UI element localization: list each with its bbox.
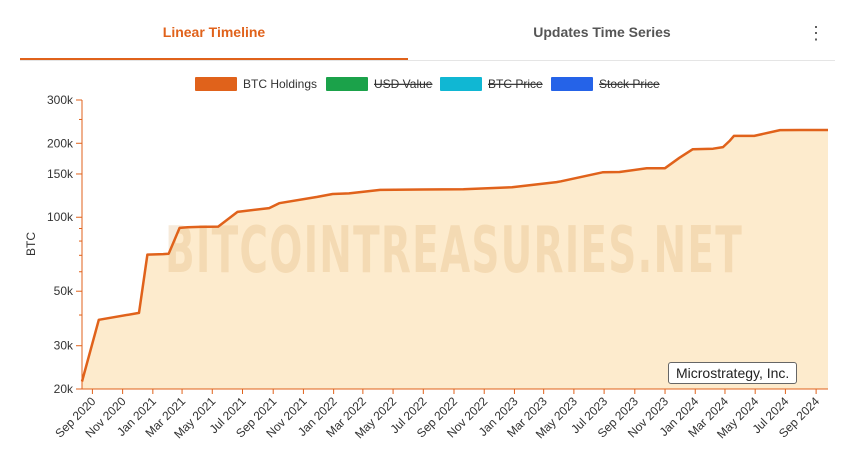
y-axis-label: BTC	[24, 232, 38, 256]
legend-swatch-btc-holdings	[195, 77, 237, 91]
btc-holdings-line	[80, 128, 828, 382]
y-tick-label: 100k	[47, 210, 74, 224]
line-layer	[80, 128, 828, 382]
legend-label-stock-price[interactable]: Stock Price	[599, 77, 660, 91]
y-tick-label: 50k	[54, 284, 74, 298]
legend-swatch-btc-price	[440, 77, 482, 91]
legend-label-usd-value[interactable]: USD Value	[374, 77, 433, 91]
y-tick-label: 300k	[47, 93, 74, 107]
y-tick-label: 200k	[47, 136, 74, 150]
legend-label-btc-price[interactable]: BTC Price	[488, 77, 543, 91]
y-tick-label: 30k	[54, 339, 74, 353]
y-tick-label: 150k	[47, 167, 74, 181]
watermark: BITCOINTREASURIES.NET	[165, 214, 743, 288]
legend-swatch-usd-value	[326, 77, 368, 91]
legend-label-btc-holdings[interactable]: BTC Holdings	[243, 77, 317, 91]
area-layer	[82, 130, 828, 389]
active-tab-indicator	[20, 58, 408, 60]
tab-linear-timeline[interactable]: Linear Timeline	[162, 24, 266, 40]
company-label: Microstrategy, Inc.	[668, 362, 798, 384]
y-tick-label: 20k	[54, 382, 74, 396]
tab-updates-time-series[interactable]: Updates Time Series	[533, 24, 671, 40]
vertical-ellipsis-icon[interactable]: ⋮	[807, 23, 825, 43]
chart-legend: BTC Holdings USD Value BTC Price Stock Pric…	[195, 77, 660, 91]
legend-swatch-stock-price	[551, 77, 593, 91]
tab-divider	[20, 60, 835, 61]
btc-holdings-area	[82, 130, 828, 389]
tab-bar: Linear Timeline Updates Time Series ⋮	[0, 0, 852, 62]
